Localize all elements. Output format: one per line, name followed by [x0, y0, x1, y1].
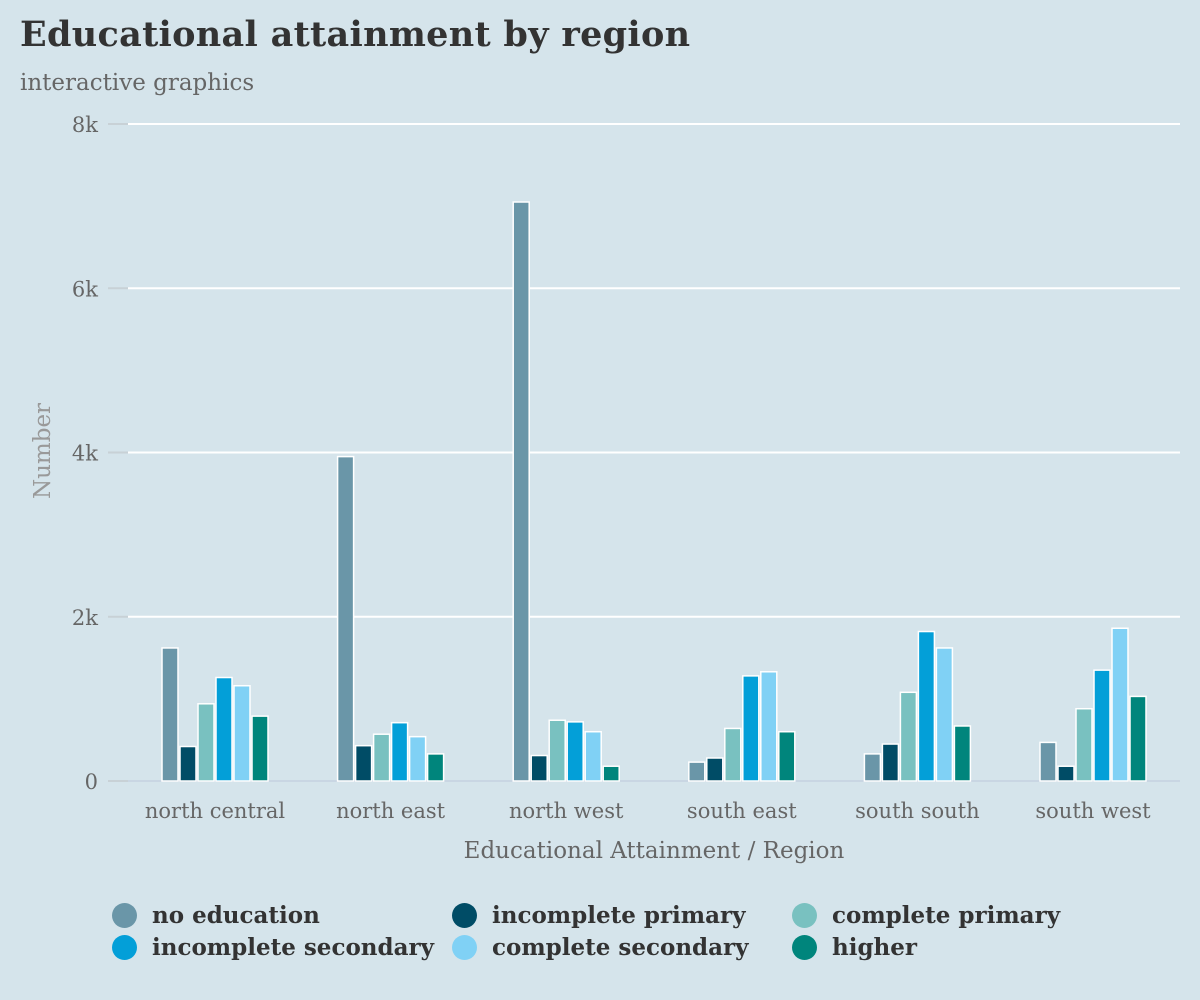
- bar-no-education-north-east[interactable]: [336, 455, 355, 782]
- bar-no-education-north-west[interactable]: [512, 201, 530, 782]
- bar-complete-primary-south-east[interactable]: [724, 727, 742, 782]
- y-tick-label: 8k: [72, 113, 98, 137]
- y-tick-label: 4k: [72, 442, 98, 466]
- bars[interactable]: [161, 201, 1147, 782]
- bar-complete-secondary-south-west[interactable]: [1111, 627, 1129, 782]
- legend-swatch: [792, 934, 817, 960]
- bar-complete-primary-south-south[interactable]: [899, 691, 918, 782]
- legend-label: incomplete secondary: [152, 933, 434, 961]
- x-category-label: south east: [687, 799, 797, 823]
- bar-incomplete-secondary-south-south[interactable]: [917, 630, 936, 782]
- legend-swatch: [452, 902, 477, 928]
- chart-title: Educational attainment by region: [20, 14, 691, 55]
- legend-item[interactable]: incomplete secondary: [112, 932, 452, 962]
- bar-complete-secondary-north-central[interactable]: [233, 684, 251, 782]
- bar-no-education-north-central[interactable]: [161, 647, 179, 782]
- x-axis-categories: north central north east north west south e…: [145, 799, 1151, 823]
- bar-complete-primary-north-central[interactable]: [197, 703, 215, 782]
- bar-incomplete-primary-north-central[interactable]: [179, 745, 197, 782]
- bar-incomplete-secondary-south-east[interactable]: [742, 675, 760, 782]
- bar-complete-secondary-north-west[interactable]: [584, 730, 602, 782]
- bar-higher-north-east[interactable]: [426, 753, 445, 782]
- legend-label: complete primary: [832, 901, 1061, 929]
- bar-no-education-south-south[interactable]: [863, 753, 882, 782]
- chart-subtitle: interactive graphics: [20, 70, 255, 96]
- legend-swatch: [452, 934, 477, 960]
- bar-incomplete-secondary-north-west[interactable]: [566, 721, 584, 782]
- legend-label: higher: [832, 933, 918, 961]
- bar-complete-primary-south-west[interactable]: [1075, 707, 1093, 782]
- x-category-label: north east: [336, 799, 446, 823]
- bar-no-education-south-west[interactable]: [1039, 741, 1057, 782]
- bar-incomplete-primary-north-east[interactable]: [354, 744, 373, 782]
- bar-incomplete-secondary-south-west[interactable]: [1093, 669, 1111, 782]
- x-category-label: north central: [145, 799, 286, 823]
- gridlines: [128, 123, 1180, 782]
- x-category-label: north west: [509, 799, 624, 823]
- bar-higher-north-central[interactable]: [251, 715, 269, 782]
- bar-incomplete-primary-south-west[interactable]: [1057, 765, 1075, 782]
- y-tick-label: 2k: [72, 606, 98, 630]
- bar-higher-north-west[interactable]: [602, 765, 620, 782]
- legend: no education incomplete primary complete p…: [112, 900, 1172, 962]
- legend-swatch: [792, 902, 817, 928]
- y-axis-ticks: 0 2k 4k 6k 8k: [72, 113, 128, 794]
- bar-complete-secondary-north-east[interactable]: [408, 735, 427, 782]
- legend-item[interactable]: complete primary: [792, 900, 1132, 930]
- legend-label: complete secondary: [492, 933, 749, 961]
- bar-incomplete-primary-north-west[interactable]: [530, 754, 548, 782]
- bar-no-education-south-east[interactable]: [688, 761, 706, 782]
- legend-item[interactable]: complete secondary: [452, 932, 792, 962]
- legend-item[interactable]: higher: [792, 932, 1132, 962]
- y-tick-label: 0: [85, 770, 98, 794]
- legend-item[interactable]: no education: [112, 900, 452, 930]
- y-tick-label: 6k: [72, 277, 98, 301]
- legend-label: incomplete primary: [492, 901, 746, 929]
- bar-higher-south-south[interactable]: [953, 725, 972, 782]
- bar-higher-south-east[interactable]: [778, 730, 796, 782]
- bar-complete-primary-north-west[interactable]: [548, 719, 566, 782]
- bar-incomplete-primary-south-east[interactable]: [706, 757, 724, 782]
- bar-incomplete-primary-south-south[interactable]: [881, 743, 900, 782]
- x-axis-title: Educational Attainment / Region: [464, 838, 845, 864]
- x-category-label: south west: [1035, 799, 1151, 823]
- bar-complete-secondary-south-east[interactable]: [760, 671, 778, 782]
- legend-label: no education: [152, 901, 320, 929]
- legend-swatch: [112, 934, 137, 960]
- bar-complete-primary-north-east[interactable]: [372, 733, 391, 782]
- bar-incomplete-secondary-north-east[interactable]: [390, 721, 409, 782]
- bar-incomplete-secondary-north-central[interactable]: [215, 676, 233, 782]
- x-category-label: south south: [855, 799, 980, 823]
- legend-swatch: [112, 902, 137, 928]
- bar-higher-south-west[interactable]: [1129, 695, 1147, 782]
- y-axis-title: Number: [30, 403, 56, 499]
- bar-complete-secondary-south-south[interactable]: [935, 647, 954, 782]
- legend-item[interactable]: incomplete primary: [452, 900, 792, 930]
